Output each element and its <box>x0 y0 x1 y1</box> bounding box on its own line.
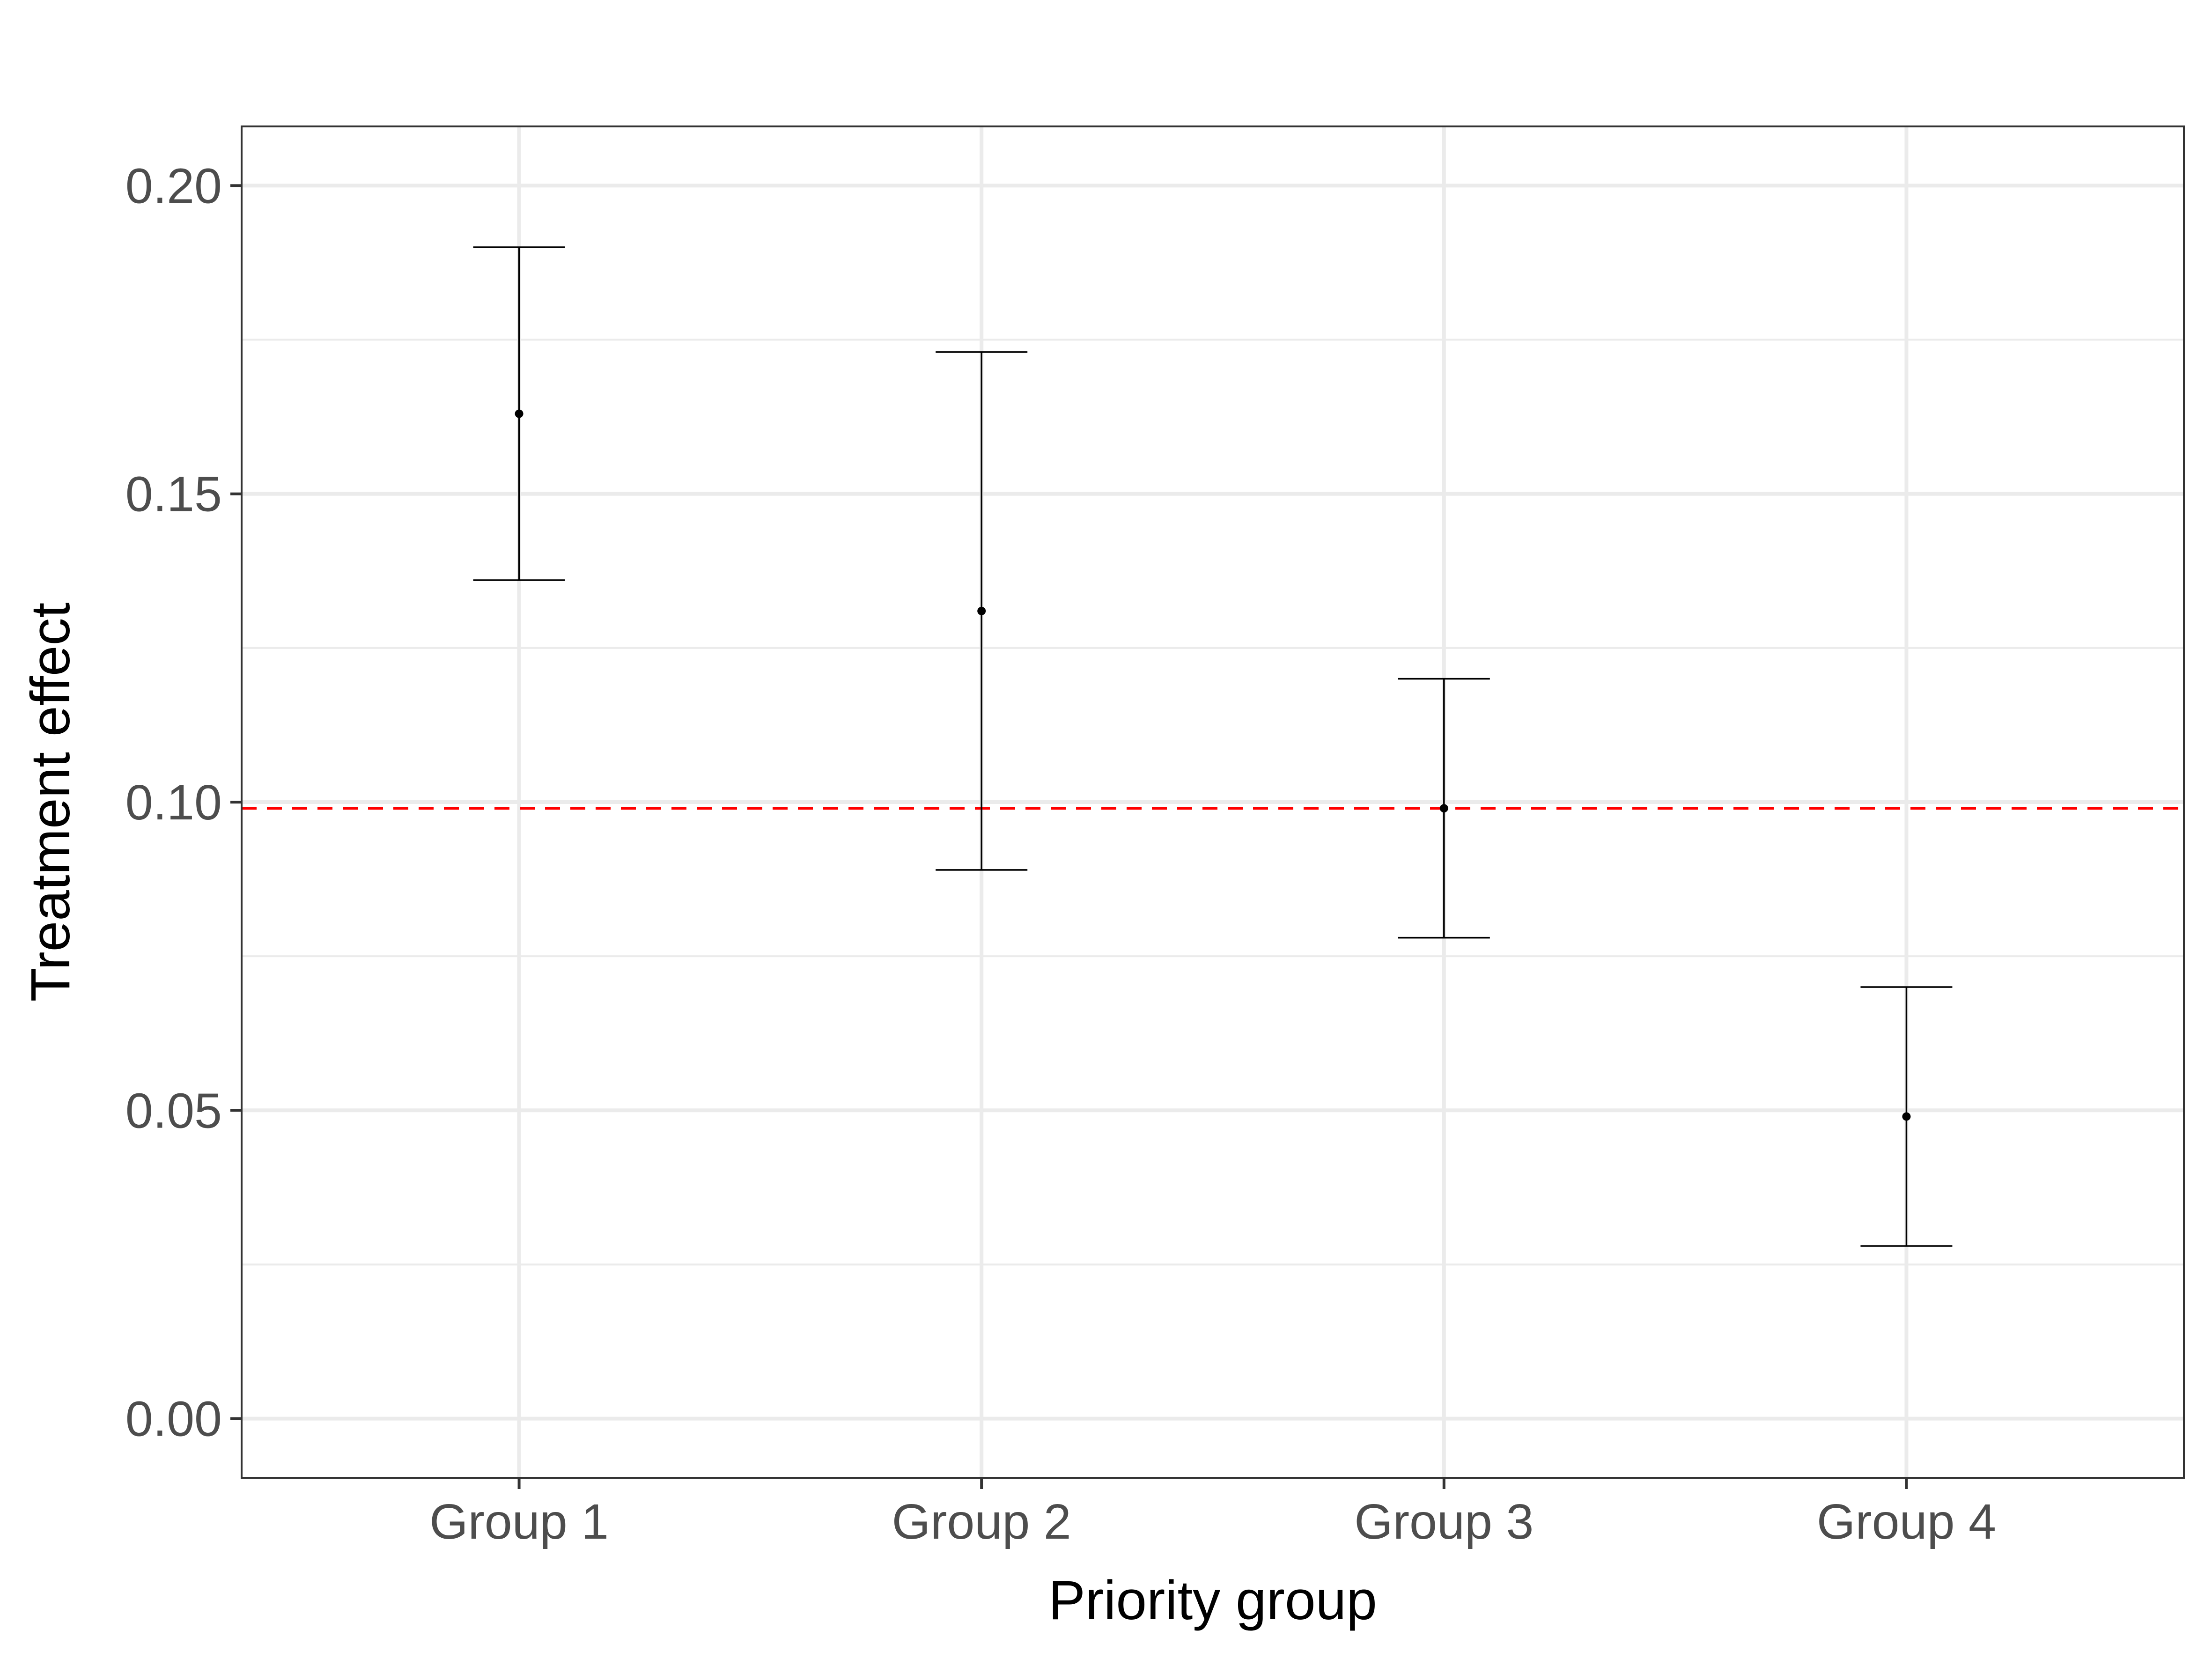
x-axis: Group 1 Group 2 Group 3 Group 4 <box>429 1478 1996 1549</box>
y-tick-label: 0.20 <box>125 158 222 214</box>
x-tick-label: Group 2 <box>892 1494 1071 1549</box>
point-estimate <box>1902 1112 1911 1121</box>
y-tick-label: 0.05 <box>125 1083 222 1138</box>
x-tick-label: Group 3 <box>1354 1494 1534 1549</box>
x-axis-title: Priority group <box>1048 1570 1377 1631</box>
point-estimate <box>1439 804 1448 813</box>
error-bars <box>473 246 1953 1247</box>
y-axis-title: Treatment effect <box>20 603 81 1002</box>
grid-minor <box>242 339 2184 1266</box>
point-estimate <box>977 606 986 615</box>
y-tick-label: 0.10 <box>125 775 222 830</box>
point-estimate <box>515 409 524 418</box>
y-tick-label: 0.15 <box>125 467 222 522</box>
x-tick-label: Group 1 <box>429 1494 609 1549</box>
x-tick-label: Group 4 <box>1817 1494 1996 1549</box>
y-axis: 0.00 0.05 0.10 0.15 0.20 <box>125 158 242 1447</box>
y-tick-label: 0.00 <box>125 1392 222 1447</box>
